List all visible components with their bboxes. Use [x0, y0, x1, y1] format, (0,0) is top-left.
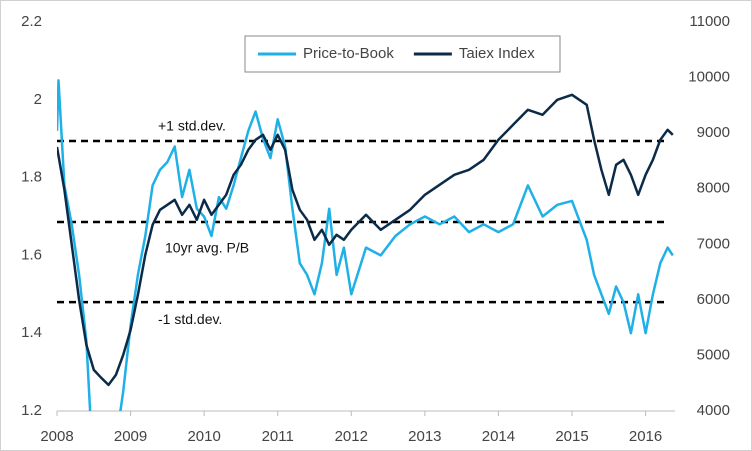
- y-tick-label: 2.2: [21, 13, 42, 30]
- series-line: [57, 93, 674, 387]
- y2-tick-label: 9000: [697, 124, 730, 141]
- x-tick-label: 2014: [482, 428, 515, 445]
- reference-label: +1 std.dev.: [158, 118, 226, 134]
- reference-label: -1 std.dev.: [158, 311, 222, 327]
- x-tick-label: 2008: [40, 428, 73, 445]
- reference-label: 10yr avg. P/B: [165, 240, 249, 256]
- y2-tick-label: 4000: [697, 402, 730, 419]
- x-tick-label: 2016: [629, 428, 662, 445]
- y-tick-label: 1.2: [21, 402, 42, 419]
- legend-label: Taiex Index: [459, 45, 535, 62]
- x-tick-label: 2010: [187, 428, 220, 445]
- legend-label: Price-to-Book: [303, 45, 394, 62]
- y2-tick-label: 10000: [688, 69, 730, 86]
- legend: Price-to-Book Taiex Index: [244, 35, 561, 73]
- x-tick-label: 2011: [262, 428, 294, 445]
- series-line: [57, 79, 674, 411]
- y-tick-label: 1.4: [21, 324, 42, 341]
- x-tick-label: 2013: [408, 428, 441, 445]
- y2-tick-label: 6000: [697, 291, 730, 308]
- y2-tick-label: 11000: [689, 13, 730, 30]
- y2-tick-label: 7000: [697, 235, 730, 252]
- y-tick-label: 1.6: [21, 246, 42, 263]
- y2-tick-label: 5000: [697, 346, 730, 363]
- plot-area: [57, 79, 674, 411]
- y-tick-label: 1.8: [21, 169, 42, 186]
- y-tick-label: 2: [34, 91, 42, 108]
- legend-box: [244, 35, 561, 73]
- y2-tick-label: 8000: [697, 180, 730, 197]
- x-tick-label: 2012: [335, 428, 368, 445]
- x-tick-label: 2015: [555, 428, 588, 445]
- x-tick-label: 2009: [114, 428, 147, 445]
